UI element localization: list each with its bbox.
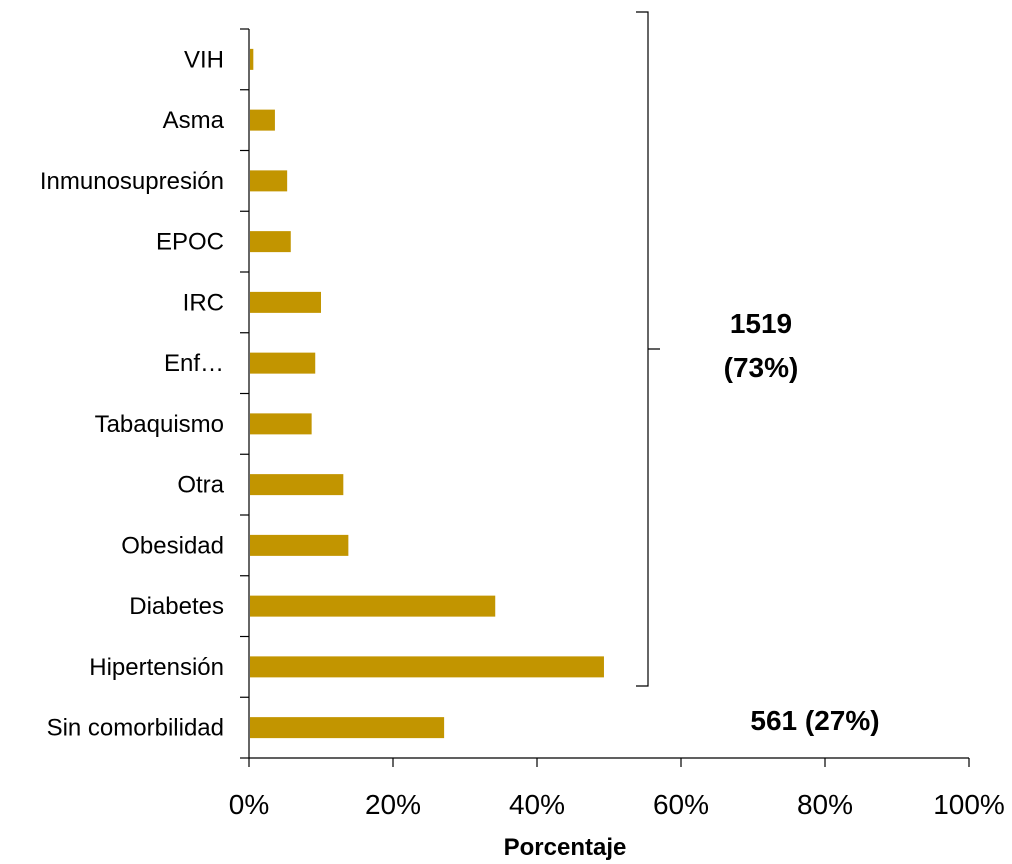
category-label: IRC [183, 289, 224, 316]
category-label: EPOC [156, 229, 224, 256]
x-axis-title: Porcentaje [504, 834, 627, 861]
bar [250, 717, 445, 739]
bar [250, 231, 291, 253]
category-label: Sin comorbilidad [47, 715, 224, 742]
category-label: Inmunosupresión [40, 168, 224, 195]
bar [250, 291, 321, 313]
category-label: Asma [163, 107, 225, 134]
x-tick-label: 40% [509, 789, 565, 820]
x-axis-ticks [248, 758, 970, 767]
x-tick-label: 80% [797, 789, 853, 820]
category-labels: VIH Asma Inmunosupresión EPOC IRC Enf… Tabaqui… [40, 46, 225, 741]
bar [250, 656, 604, 678]
bar [250, 474, 344, 496]
category-label: Obesidad [121, 532, 224, 559]
category-label: Hipertensión [89, 654, 224, 681]
bar [250, 595, 496, 617]
bracket-annotation-percent: (73%) [724, 352, 799, 383]
x-tick-labels: 0% 20% 40% 60% 80% 100% [229, 789, 1005, 820]
bar [250, 352, 316, 374]
bracket-annotation-count: 1519 [730, 308, 792, 339]
bar [250, 170, 288, 192]
bar [250, 109, 275, 131]
x-tick-label: 60% [653, 789, 709, 820]
y-axis-ticks [240, 28, 249, 759]
bars-layer [250, 48, 604, 739]
bar [250, 48, 254, 70]
comorbidity-group-bracket [636, 11, 660, 687]
category-label: Enf… [164, 350, 224, 377]
no-comorbidity-annotation: 561 (27%) [750, 705, 879, 736]
category-label: VIH [184, 46, 224, 73]
x-tick-label: 100% [933, 789, 1005, 820]
category-label: Diabetes [129, 593, 224, 620]
x-tick-label: 0% [229, 789, 269, 820]
x-tick-label: 20% [365, 789, 421, 820]
bar [250, 413, 312, 435]
category-label: Otra [177, 472, 224, 499]
category-label: Tabaquismo [95, 411, 224, 438]
bar [250, 534, 349, 556]
